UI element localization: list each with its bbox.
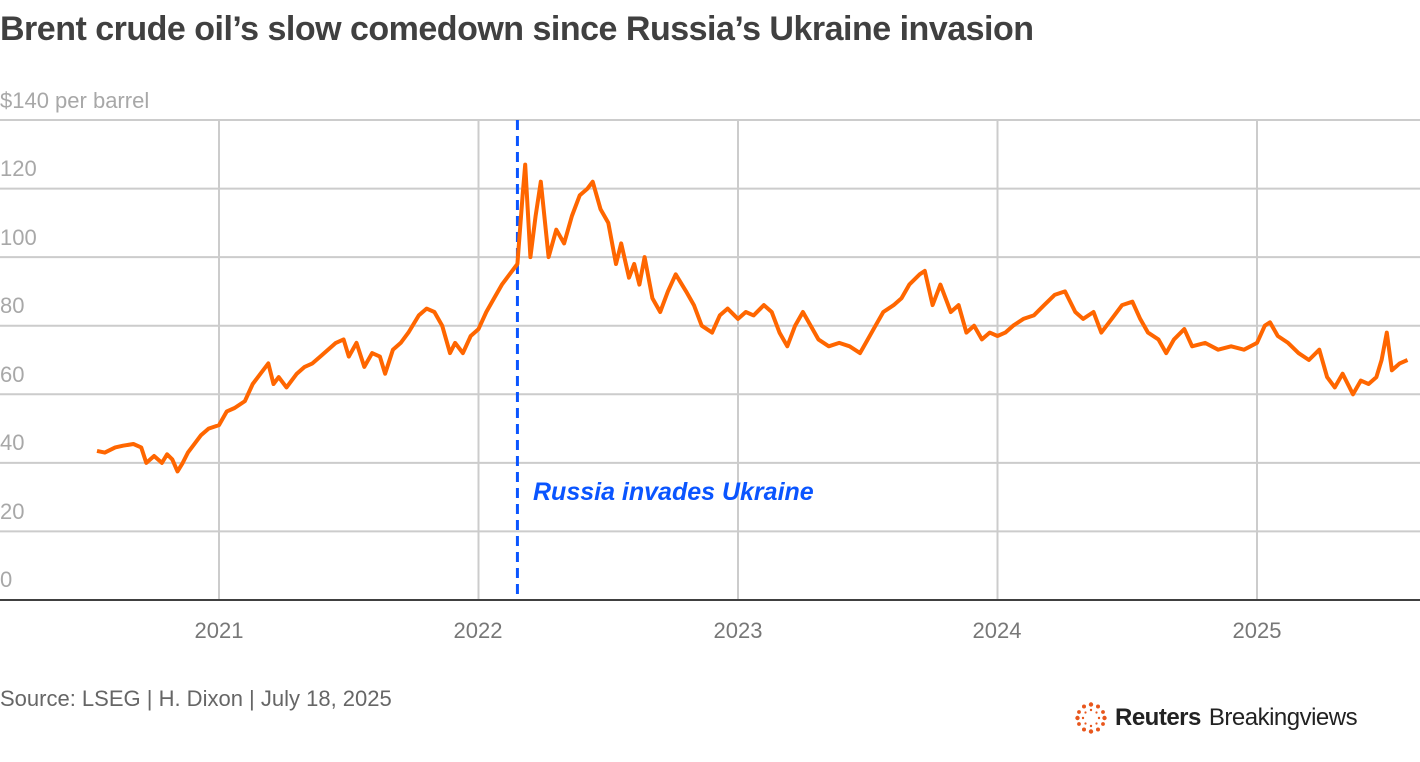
x-tick-2024: 2024 (972, 618, 1022, 643)
source-note: Source: LSEG | H. Dixon | July 18, 2025 (0, 686, 392, 711)
x-tick-2023: 2023 (713, 618, 763, 643)
y-tick-100: 100 (0, 225, 37, 250)
x-tick-2022: 2022 (453, 618, 503, 643)
logo-product: Breakingviews (1208, 704, 1358, 731)
y-tick-0: 0 (0, 567, 13, 592)
y-tick-20: 20 (0, 499, 25, 524)
invasion-annotation: Russia invades Ukraine (533, 478, 814, 506)
reuters-breakingviews-logo: Reuters Breakingviews (1075, 702, 1358, 734)
reuters-dot-ring-icon (1075, 702, 1107, 734)
logo-brand: Reuters (1115, 704, 1201, 731)
gridlines (0, 119, 1420, 600)
brent-price-line (96, 162, 1409, 474)
x-tick-2025: 2025 (1232, 618, 1282, 643)
y-tick-60: 60 (0, 362, 25, 387)
y-tick-80: 80 (0, 293, 25, 318)
x-tick-2021: 2021 (194, 618, 244, 643)
chart-title: Brent crude oil’s slow comedown since Ru… (0, 10, 1034, 48)
y-tick-40: 40 (0, 430, 25, 455)
y-tick-120: 120 (0, 156, 37, 181)
y-axis-unit-label: $140 per barrel (0, 88, 150, 113)
